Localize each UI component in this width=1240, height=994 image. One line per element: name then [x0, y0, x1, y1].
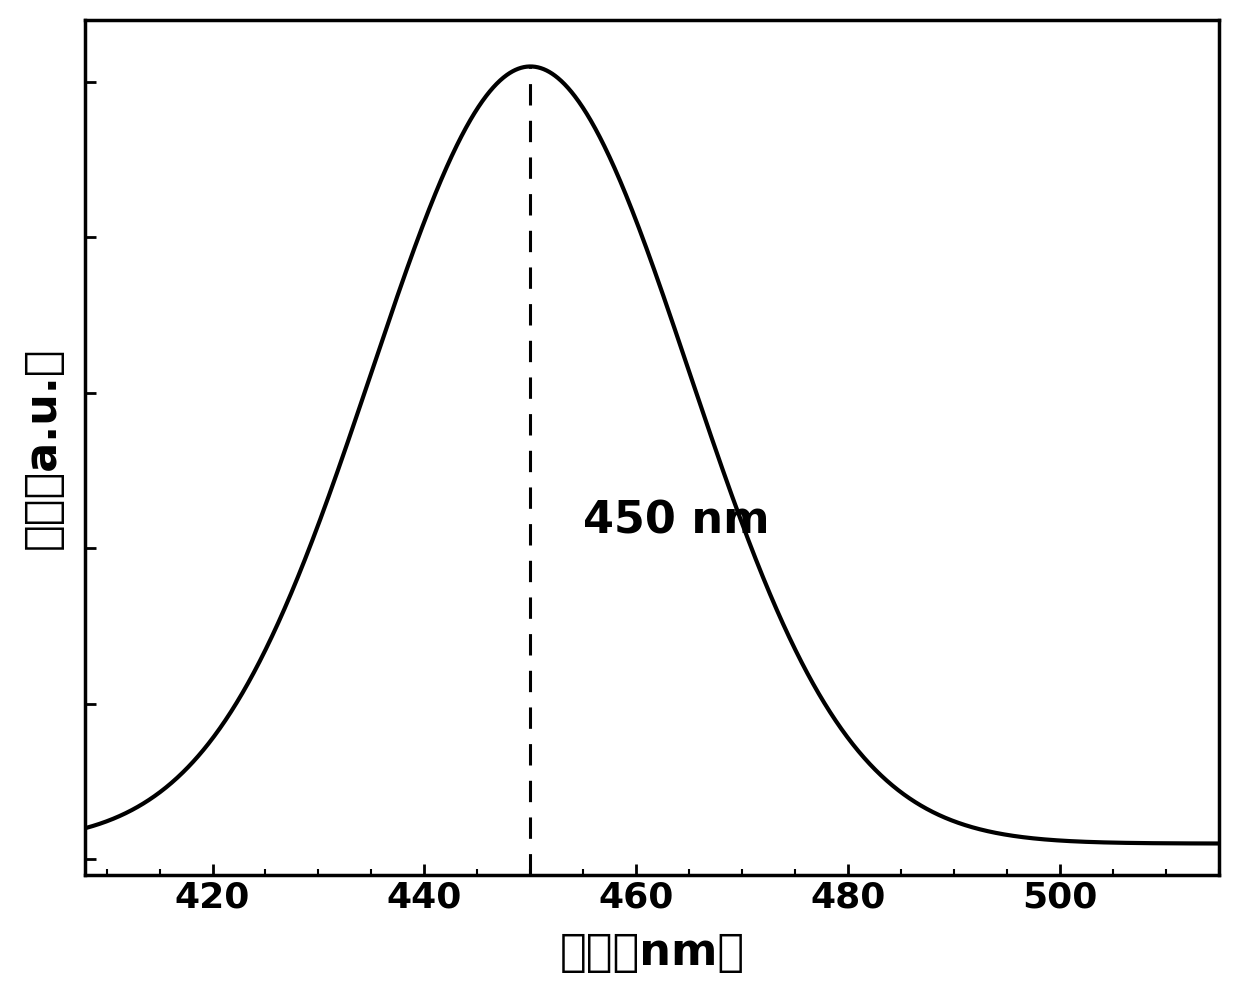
X-axis label: 波长（nm）: 波长（nm）: [559, 930, 745, 973]
Text: 450 nm: 450 nm: [583, 499, 770, 542]
Y-axis label: 强度（a.u.）: 强度（a.u.）: [21, 347, 63, 549]
